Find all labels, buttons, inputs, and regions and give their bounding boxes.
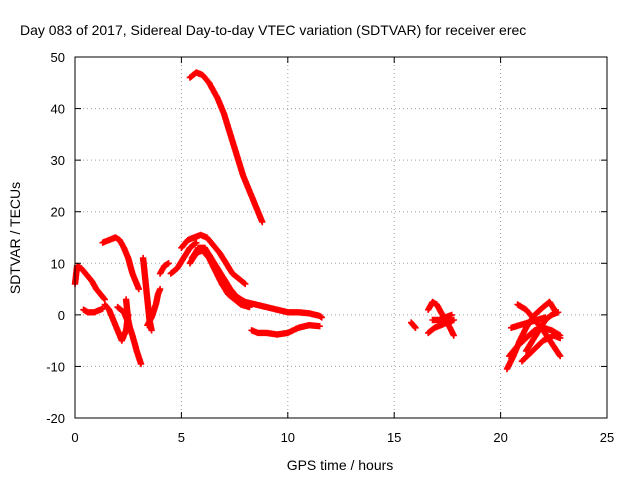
data-marker bbox=[522, 309, 562, 355]
data-marker bbox=[144, 285, 164, 329]
data-marker bbox=[167, 239, 200, 277]
x-tick-label: 10 bbox=[281, 430, 295, 445]
data-marker bbox=[408, 319, 419, 331]
series-arc-1 bbox=[71, 262, 108, 303]
series-arc-15 bbox=[248, 322, 323, 338]
series-arc-19 bbox=[429, 311, 455, 324]
y-tick-label: -10 bbox=[46, 359, 65, 374]
y-tick-label: 20 bbox=[51, 205, 65, 220]
series-arc-18 bbox=[425, 316, 457, 337]
data-marker bbox=[122, 296, 134, 334]
data-series bbox=[71, 69, 564, 373]
data-marker bbox=[186, 69, 266, 226]
series-arc-2 bbox=[80, 305, 106, 316]
y-tick-label: -20 bbox=[46, 411, 65, 426]
y-tick-label: 50 bbox=[51, 50, 65, 65]
x-tick-label: 5 bbox=[178, 430, 185, 445]
chart-title: Day 083 of 2017, Sidereal Day-to-day VTE… bbox=[20, 22, 526, 38]
data-marker bbox=[248, 322, 323, 338]
data-marker bbox=[156, 260, 172, 277]
series-arc-8 bbox=[144, 285, 164, 329]
series-arc-6 bbox=[122, 296, 134, 334]
data-marker bbox=[186, 247, 253, 311]
grid bbox=[75, 57, 607, 418]
y-tick-label: 0 bbox=[58, 308, 65, 323]
x-axis-label: GPS time / hours bbox=[287, 457, 394, 473]
series-arc-25 bbox=[518, 332, 564, 365]
data-marker bbox=[80, 305, 106, 316]
series-arc-16 bbox=[408, 319, 419, 331]
series-arc-13 bbox=[186, 247, 253, 311]
series-arc-3 bbox=[99, 234, 142, 293]
x-tick-label: 0 bbox=[71, 430, 78, 445]
y-tick-label: 40 bbox=[51, 102, 65, 117]
data-marker bbox=[71, 262, 108, 303]
x-tick-label: 25 bbox=[600, 430, 614, 445]
data-marker bbox=[518, 332, 564, 365]
x-tick-label: 15 bbox=[387, 430, 401, 445]
series-arc-24 bbox=[522, 309, 562, 355]
y-tick-label: 10 bbox=[51, 256, 65, 271]
axis-ticks: 0 5 10 15 20 25 -20 -10 0 10 20 30 40 50 bbox=[46, 50, 614, 445]
y-tick-label: 30 bbox=[51, 153, 65, 168]
series-arc-14 bbox=[186, 69, 266, 226]
series-arc-10 bbox=[167, 239, 200, 277]
data-marker bbox=[99, 234, 142, 293]
series-arc-9 bbox=[156, 260, 172, 277]
data-marker bbox=[425, 316, 457, 337]
data-marker bbox=[429, 311, 455, 324]
x-tick-label: 20 bbox=[493, 430, 507, 445]
plot-frame bbox=[74, 56, 608, 419]
data-marker bbox=[178, 231, 249, 288]
y-axis-label: SDTVAR / TECUs bbox=[7, 182, 23, 294]
series-arc-11 bbox=[178, 231, 249, 288]
